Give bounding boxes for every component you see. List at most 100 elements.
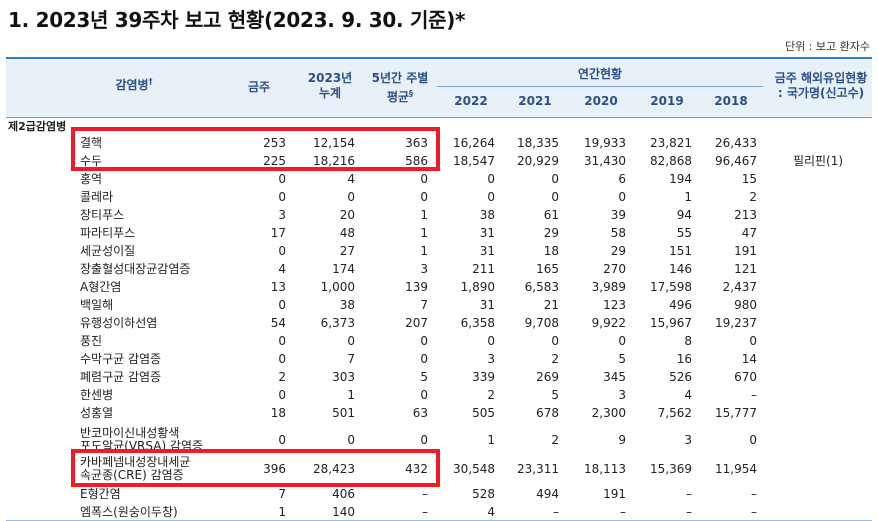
disease-name: 성홍열 <box>80 406 114 420</box>
table-row: 백일해 0 38 7 31 21 123 496 980 <box>6 296 872 314</box>
table-row: 카바페넴내성장내세균 속균종(CRE) 감염증 396 28,423 432 30,548… <box>6 456 872 482</box>
cell-y2018: – <box>751 388 757 402</box>
cell-y2020: 6 <box>618 172 626 186</box>
cell-avg: 586 <box>405 154 428 168</box>
table-row: 엠폭스(원숭이두창) 1 140 – 4 – – – – <box>6 503 872 521</box>
cell-y2022: 2 <box>487 388 495 402</box>
cell-y2022: 16,264 <box>453 136 495 150</box>
header-year-2018: 2018 <box>714 94 748 108</box>
cell-week: 2 <box>278 370 286 384</box>
cell-week: 18 <box>270 406 286 420</box>
cell-y2018: – <box>751 505 757 519</box>
cell-y2022: 528 <box>472 487 495 501</box>
disease-name: 결핵 <box>80 136 103 150</box>
cell-y2022: 31 <box>479 244 495 258</box>
highlight-box-tb-varicella <box>71 127 440 171</box>
cell-y2020: 9,922 <box>591 316 626 330</box>
cell-y2022: 4 <box>487 505 495 519</box>
cell-y2019: 15,967 <box>650 316 692 330</box>
cell-week: 0 <box>278 388 286 402</box>
cell-y2019: – <box>686 505 692 519</box>
cell-y2021: 6,583 <box>524 280 559 294</box>
table-row: 세균성이질 0 27 1 31 18 29 151 191 <box>6 242 872 260</box>
cell-y2020: 19,933 <box>584 136 626 150</box>
cell-y2021: 678 <box>536 406 559 420</box>
cell-y2018: – <box>751 487 757 501</box>
cell-y2022: 18,547 <box>453 154 495 168</box>
cell-y2018: 11,954 <box>715 462 757 476</box>
cell-y2020: 191 <box>603 487 626 501</box>
cell-y2021: 165 <box>536 262 559 276</box>
cell-cum: 0 <box>347 433 355 447</box>
cell-y2020: – <box>620 505 626 519</box>
table-header-rule <box>6 117 872 118</box>
cell-y2022: 6,358 <box>460 316 495 330</box>
disease-name: 풍진 <box>80 334 103 348</box>
header-year-2020: 2020 <box>584 94 618 108</box>
table-row: 파라티푸스 17 48 1 31 29 58 55 47 <box>6 224 872 242</box>
cell-y2021: – <box>553 505 559 519</box>
header-cumulative: 2023년 누계 <box>307 71 353 100</box>
header-year-2021: 2021 <box>518 94 552 108</box>
cell-cum: 28,423 <box>313 462 355 476</box>
cell-week: 7 <box>278 487 286 501</box>
page-title: 1. 2023년 39주차 보고 현황(2023. 9. 30. 기준)* <box>8 8 466 32</box>
cell-y2020: 39 <box>610 208 626 222</box>
cell-cum: 501 <box>332 406 355 420</box>
cell-cum: 6,373 <box>320 316 355 330</box>
cell-avg: 0 <box>420 388 428 402</box>
cell-y2018: 0 <box>749 334 757 348</box>
table-row: 한센병 0 1 0 2 5 3 4 – <box>6 386 872 404</box>
cell-y2021: 18,335 <box>517 136 559 150</box>
cell-avg: 0 <box>420 172 428 186</box>
cell-avg: 3 <box>420 262 428 276</box>
table-row: 장티푸스 3 20 1 38 61 39 94 213 <box>6 206 872 224</box>
cell-week: 0 <box>278 352 286 366</box>
cell-week: 54 <box>270 316 286 330</box>
cell-y2018: 2 <box>749 190 757 204</box>
table-row: 결핵 253 12,154 363 16,264 18,335 19,933 23,821 26… <box>6 134 872 152</box>
cell-avg: 432 <box>405 462 428 476</box>
unit-label: 단위 : 보고 환자수 <box>784 40 870 53</box>
cell-y2022: 505 <box>472 406 495 420</box>
disease-name: 콜레라 <box>80 190 114 204</box>
disease-name: 수막구균 감염증 <box>80 352 162 366</box>
cell-y2022: 3 <box>487 352 495 366</box>
cell-cum: 174 <box>332 262 355 276</box>
cell-cum: 406 <box>332 487 355 501</box>
cell-y2018: 2,437 <box>722 280 757 294</box>
header-five-year-average: 5년간 주별 평균§ <box>371 71 429 104</box>
cell-y2022: 31 <box>479 226 495 240</box>
cell-y2020: 0 <box>618 334 626 348</box>
header-this-week: 금주 <box>247 80 271 94</box>
table-row: E형간염 7 406 – 528 494 191 – – <box>6 485 872 503</box>
cell-cum: 303 <box>332 370 355 384</box>
cell-cum: 0 <box>347 334 355 348</box>
highlight-box-cre <box>71 449 440 487</box>
cell-week: 253 <box>263 136 286 150</box>
cell-y2020: 58 <box>610 226 626 240</box>
table-row: A형간염 13 1,000 139 1,890 6,583 3,989 17,598 2,437 <box>6 278 872 296</box>
cell-y2019: 496 <box>669 298 692 312</box>
cell-week: 0 <box>278 190 286 204</box>
disease-name: 홍역 <box>80 172 103 186</box>
cell-y2019: – <box>686 487 692 501</box>
cell-week: 1 <box>278 505 286 519</box>
cell-y2022: 0 <box>487 190 495 204</box>
disease-name: 엠폭스(원숭이두창) <box>80 505 178 519</box>
disease-name: 세균성이질 <box>80 244 136 258</box>
cell-y2019: 16 <box>676 352 692 366</box>
cell-week: 0 <box>278 244 286 258</box>
disease-name: 폐렴구균 감염증 <box>80 370 162 384</box>
header-overseas: 금주 해외유입현황 : 국가명(신고수) <box>774 71 868 100</box>
annual-subheader-rule <box>437 86 763 87</box>
cell-y2022: 38 <box>479 208 495 222</box>
cell-y2018: 121 <box>734 262 757 276</box>
cell-cum: 1,000 <box>320 280 355 294</box>
disease-name: 한센병 <box>80 388 114 402</box>
table-header <box>6 59 872 117</box>
cell-y2021: 2 <box>551 433 559 447</box>
cell-y2020: 9 <box>618 433 626 447</box>
cell-y2019: 151 <box>669 244 692 258</box>
cell-avg: 363 <box>405 136 428 150</box>
